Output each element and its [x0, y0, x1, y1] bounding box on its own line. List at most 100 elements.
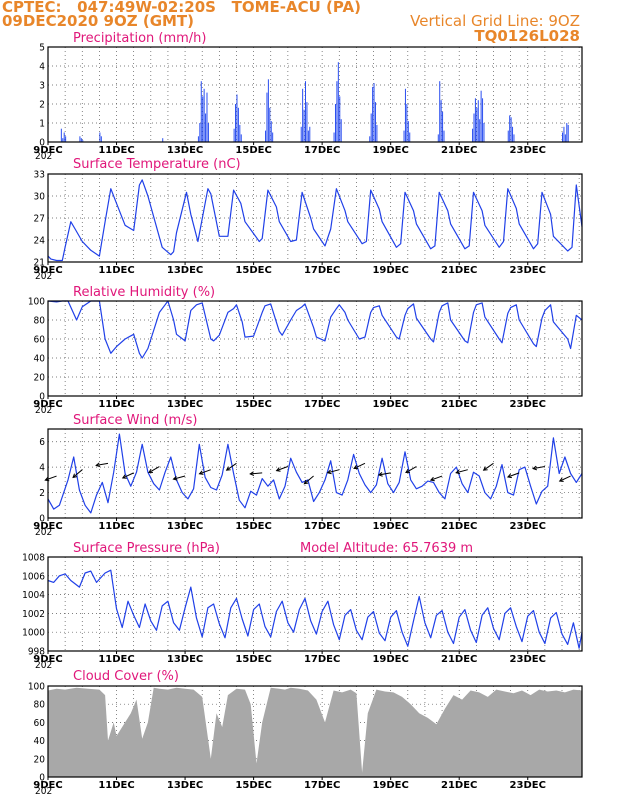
- wind-arrow-head: [558, 477, 564, 482]
- series-line: [47, 300, 583, 359]
- precip-bar: [206, 92, 208, 142]
- wind-arrow: [45, 475, 57, 481]
- precip-bar: [270, 121, 272, 142]
- x-tick-label: 9DEC: [33, 521, 62, 532]
- wind-arrow-head: [148, 468, 153, 474]
- precip-bar: [479, 119, 481, 142]
- x-tick-label: 23DEC: [510, 521, 546, 532]
- precip-bar: [272, 132, 274, 142]
- precip-bar: [374, 102, 376, 142]
- station-header: CPTEC: 047:49W-02:20S TOME-ACU (PA): [2, 0, 361, 16]
- y-tick-label: 1002: [22, 609, 45, 620]
- precip-bar: [407, 121, 409, 142]
- precip-bar: [512, 126, 514, 142]
- wind-arrow: [532, 466, 545, 470]
- wind-arrow: [226, 462, 237, 471]
- wind-arrow-head: [121, 474, 127, 479]
- precip-bar: [563, 126, 565, 142]
- y-tick-label: 40: [34, 736, 46, 747]
- run-code: TQ0126L028: [474, 27, 580, 45]
- precip-bar: [482, 98, 484, 142]
- y-tick-label: 2: [39, 488, 45, 499]
- y-tick-label: 0: [39, 138, 45, 149]
- x-tick-label: 21DEC: [441, 780, 477, 791]
- series-line: [47, 433, 583, 514]
- panel-4: 0 2 4 6 9DEC 11DEC 13DEC 15DEC 17DEC 19DEC 21DEC 23…: [33, 413, 583, 538]
- x-tick-label: 13DEC: [167, 265, 203, 276]
- x-tick-label: 9DEC: [33, 265, 62, 276]
- precip-bar: [483, 123, 485, 142]
- wind-arrow-head: [429, 476, 435, 482]
- x-tick-label: 23DEC: [510, 780, 546, 791]
- year-stub: 202: [35, 786, 52, 797]
- precip-bar: [303, 109, 305, 142]
- precip-bar: [233, 128, 235, 142]
- precip-bar: [372, 86, 374, 142]
- precip-bar: [510, 117, 512, 142]
- precip-bar: [369, 136, 371, 142]
- x-tick-label: 19DEC: [372, 399, 408, 410]
- y-tick-label: 20: [34, 373, 46, 384]
- precip-bar: [269, 107, 271, 142]
- y-tick-label: 1: [39, 119, 45, 130]
- wind-arrow: [72, 469, 83, 478]
- y-tick-label: 3: [39, 81, 45, 92]
- wind-arrow-head: [353, 464, 359, 470]
- panel-frame: [47, 46, 583, 143]
- precip-bar: [566, 123, 568, 142]
- y-tick-label: 0: [39, 773, 45, 784]
- panel-frame: [47, 173, 583, 263]
- x-tick-label: 21DEC: [441, 654, 477, 665]
- y-tick-label: 2: [39, 100, 45, 111]
- x-tick-label: 23DEC: [510, 265, 546, 276]
- precip-bar: [62, 138, 64, 142]
- year-stub: 202: [35, 527, 52, 538]
- panel-frame: [47, 556, 583, 652]
- precip-bar: [60, 128, 62, 142]
- x-tick-label: 19DEC: [372, 654, 408, 665]
- precip-bar: [513, 134, 515, 142]
- precip-bar: [403, 130, 405, 142]
- panel-frame: [47, 685, 583, 778]
- panel-title: Precipitation (mm/h): [73, 31, 206, 46]
- wind-arrow-head: [249, 471, 255, 476]
- x-tick-label: 15DEC: [235, 654, 271, 665]
- precip-bar: [376, 124, 378, 142]
- panel-6: 0 20 40 60 80 100 9DEC 11DEC 13DEC 15DEC 17DEC 19DE…: [28, 669, 583, 797]
- x-tick-label: 13DEC: [167, 145, 203, 156]
- wind-arrow-head: [303, 479, 309, 485]
- x-tick-label: 17DEC: [304, 265, 340, 276]
- precip-bar: [373, 83, 375, 142]
- wind-arrow-head: [275, 467, 281, 472]
- precip-bar: [334, 104, 336, 142]
- precip-bar: [476, 107, 478, 142]
- y-tick-label: 60: [34, 718, 46, 729]
- precip-bar: [235, 104, 237, 142]
- x-tick-label: 19DEC: [372, 521, 408, 532]
- precip-bar: [336, 81, 338, 142]
- x-tick-label: 13DEC: [167, 780, 203, 791]
- precip-bar: [340, 119, 342, 142]
- precip-bar: [307, 130, 309, 142]
- year-stub: 202: [35, 660, 52, 671]
- precip-bar: [267, 79, 269, 142]
- x-tick-label: 17DEC: [304, 399, 340, 410]
- x-tick-label: 21DEC: [441, 521, 477, 532]
- y-tick-label: 0: [39, 514, 45, 525]
- y-tick-label: 1004: [22, 590, 45, 601]
- x-tick-label: 9DEC: [33, 654, 62, 665]
- wind-arrow: [250, 472, 263, 475]
- precip-bar: [300, 126, 302, 142]
- wind-arrow: [148, 466, 160, 473]
- panel-title: Cloud Cover (%): [73, 669, 179, 684]
- y-tick-label: 80: [34, 700, 46, 711]
- series-line: [47, 179, 583, 262]
- x-tick-label: 15DEC: [235, 145, 271, 156]
- x-tick-label: 11DEC: [98, 780, 134, 791]
- precip-bar: [443, 130, 445, 142]
- precip-bar: [439, 81, 441, 142]
- y-tick-label: 24: [34, 236, 46, 247]
- year-stub: 202: [35, 405, 52, 416]
- precip-bar: [474, 98, 476, 142]
- x-tick-label: 19DEC: [372, 265, 408, 276]
